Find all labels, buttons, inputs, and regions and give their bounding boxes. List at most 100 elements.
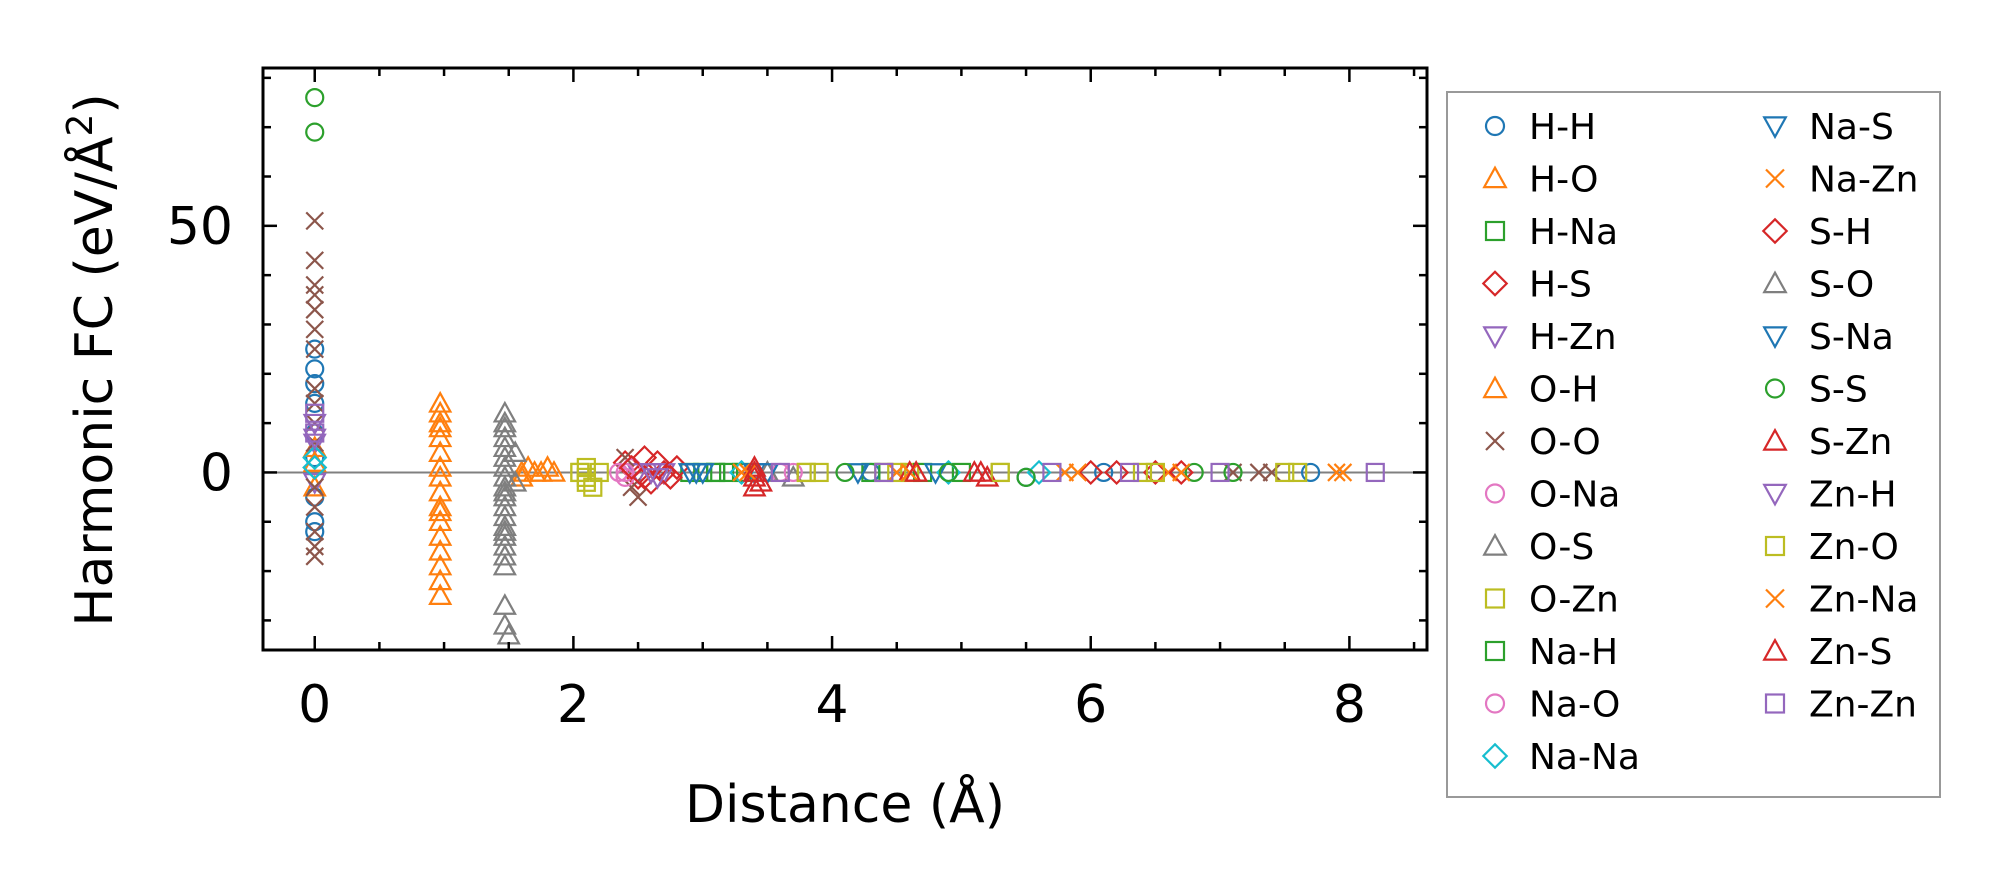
- legend-item: Zn-Na: [1765, 580, 1918, 621]
- legend-marker: [1482, 532, 1508, 556]
- y-axis-label-superscript: 2: [60, 114, 101, 137]
- data-point-zn-s: [742, 459, 767, 482]
- legend-label: Zn-S: [1809, 632, 1892, 673]
- data-point-zn-zn: [1365, 462, 1385, 483]
- data-point-zn-o: [990, 462, 1010, 483]
- data-point-na-zn: [1159, 463, 1178, 482]
- legend-label: Zn-O: [1809, 527, 1899, 568]
- data-point-o-o: [628, 487, 648, 507]
- legend-label: Zn-Na: [1809, 580, 1918, 621]
- legend-item: H-O: [1482, 160, 1598, 201]
- legend-marker: [1762, 116, 1788, 140]
- data-point-h-o: [428, 583, 453, 606]
- legend-marker: [1764, 693, 1786, 714]
- data-point-na-na: [302, 445, 328, 471]
- data-point-o-o: [305, 547, 325, 566]
- legend-item: S-S: [1764, 370, 1868, 411]
- data-point-zn-h: [645, 468, 670, 490]
- data-point-h-h: [1300, 462, 1321, 483]
- data-point-s-na: [684, 463, 709, 485]
- data-point-h-h: [305, 393, 325, 413]
- x-tick-label: 0: [298, 675, 331, 735]
- legend-marker: [1484, 220, 1506, 242]
- legend-marker: [1762, 637, 1788, 661]
- data-point-o-zn: [1132, 462, 1153, 483]
- plot-frame: [261, 66, 1429, 652]
- data-point-o-s: [503, 469, 528, 492]
- legend-marker: [1481, 270, 1509, 297]
- legend-item: O-H: [1482, 370, 1598, 411]
- legend-item: S-Na: [1762, 317, 1894, 358]
- x-tick-label: 4: [816, 675, 849, 735]
- data-point-zn-zn: [874, 462, 894, 483]
- data-point-h-o: [428, 494, 453, 517]
- legend-item: H-Na: [1484, 212, 1618, 253]
- data-point-s-o: [492, 519, 517, 541]
- legend-item: H-H: [1484, 107, 1596, 148]
- data-point-na-zn: [1327, 463, 1346, 482]
- legend-label: H-S: [1529, 265, 1592, 306]
- data-point-zn-zn: [1119, 462, 1140, 483]
- data-point-zn-h: [302, 428, 327, 451]
- legend-label: H-O: [1529, 160, 1598, 201]
- data-point-s-o: [492, 415, 517, 438]
- legend-item: Na-S: [1762, 107, 1894, 148]
- data-point-zn-zn: [305, 423, 325, 443]
- data-point-h-h: [305, 359, 325, 379]
- data-point-na-na: [1026, 459, 1052, 486]
- legend-label: H-Na: [1529, 212, 1618, 253]
- legend-label: Na-O: [1529, 685, 1620, 726]
- data-point-zn-zn: [770, 462, 790, 483]
- data-point-s-zn: [742, 474, 767, 497]
- data-point-o-o: [305, 477, 325, 497]
- data-point-h-h: [305, 339, 325, 359]
- data-point-o-o: [305, 211, 325, 231]
- data-point-h-o: [528, 459, 554, 482]
- data-point-h-o: [428, 440, 453, 462]
- legend-marker: [1764, 535, 1786, 557]
- data-point-o-zn: [809, 462, 829, 483]
- data-point-zn-o: [1145, 462, 1166, 483]
- legend-label: Na-H: [1529, 632, 1618, 673]
- legend-label: H-H: [1529, 107, 1596, 148]
- legend-label: S-Zn: [1809, 422, 1892, 463]
- data-point-zn-na: [1068, 463, 1088, 482]
- legend-item: Na-H: [1484, 632, 1618, 673]
- data-point-s-s: [938, 462, 959, 483]
- legend-item: S-Zn: [1762, 422, 1892, 463]
- legend-marker: [1482, 375, 1508, 399]
- data-point-s-h: [631, 464, 658, 490]
- data-point-zn-zn: [1042, 462, 1062, 483]
- data-point-s-s: [305, 87, 325, 108]
- data-point-o-o: [1249, 463, 1269, 482]
- data-point-h-na: [718, 462, 739, 483]
- data-point-h-s: [1142, 459, 1169, 486]
- data-point-h-o: [428, 464, 453, 487]
- data-point-na-zn: [887, 463, 907, 482]
- legend-label: S-Na: [1809, 317, 1894, 358]
- legend-marker: [1484, 693, 1506, 714]
- data-point-zn-o: [887, 462, 907, 483]
- data-point-s-h: [618, 454, 645, 481]
- legend-marker: [1481, 742, 1509, 770]
- data-point-zn-o: [1288, 462, 1308, 483]
- y-tick-label: 50: [167, 197, 233, 257]
- data-point-zn-na: [1333, 463, 1353, 482]
- y-tick-label: 0: [200, 443, 233, 503]
- legend-item: O-O: [1485, 422, 1601, 463]
- data-points: [302, 87, 1385, 645]
- data-point-s-s: [1223, 462, 1243, 483]
- data-point-h-o: [302, 474, 327, 497]
- legend-item: O-Zn: [1484, 580, 1619, 621]
- legend-label: S-O: [1809, 265, 1874, 306]
- legend-label: H-Zn: [1529, 317, 1617, 358]
- data-point-o-zn: [589, 462, 609, 483]
- data-point-h-o: [428, 415, 453, 438]
- legend-label: O-O: [1529, 422, 1601, 463]
- legend-label: S-H: [1809, 212, 1872, 253]
- data-point-o-h: [428, 499, 453, 522]
- legend-item: Zn-H: [1762, 475, 1897, 516]
- legend-marker: [1482, 326, 1508, 350]
- data-point-zn-zn: [305, 403, 325, 423]
- data-point-o-o: [305, 251, 325, 270]
